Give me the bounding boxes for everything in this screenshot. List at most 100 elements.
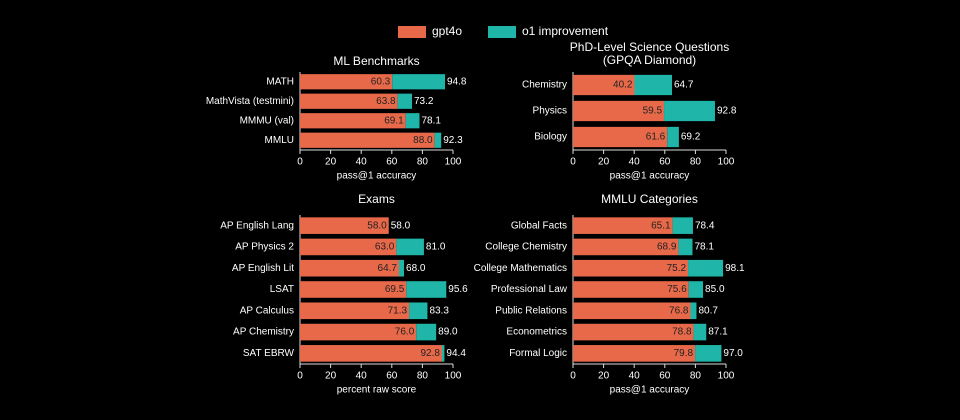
bar-segment bbox=[634, 74, 672, 96]
y-tick-label: AP Chemistry bbox=[233, 327, 294, 338]
bar-segment bbox=[406, 281, 447, 298]
value-label: 75.2 bbox=[667, 263, 687, 274]
value-label: 65.1 bbox=[651, 220, 671, 231]
bar-segment bbox=[300, 93, 398, 109]
x-tick-label: 0 bbox=[297, 371, 303, 382]
bar-segment bbox=[573, 100, 665, 122]
total-label: 94.8 bbox=[447, 76, 467, 87]
x-tick-label: 100 bbox=[718, 371, 735, 382]
y-tick-label: AP English Lit bbox=[232, 263, 294, 274]
x-tick-label: 20 bbox=[598, 371, 610, 382]
value-label: 75.6 bbox=[667, 284, 687, 295]
value-label: 79.8 bbox=[674, 348, 694, 359]
bar-segment bbox=[573, 323, 694, 341]
x-tick-label: 40 bbox=[356, 157, 368, 168]
x-axis-label: pass@1 accuracy bbox=[610, 385, 690, 396]
bar-segment bbox=[573, 238, 679, 256]
bar-segment bbox=[397, 93, 412, 109]
subplot-title: PhD-Level Science Questions bbox=[570, 40, 729, 54]
x-tick-label: 80 bbox=[690, 371, 702, 382]
value-label: 92.8 bbox=[421, 348, 441, 359]
legend-label: gpt4o bbox=[432, 24, 462, 38]
value-label: 69.1 bbox=[384, 115, 404, 126]
value-label: 63.0 bbox=[375, 242, 395, 253]
x-tick-label: 60 bbox=[659, 371, 671, 382]
value-label: 59.5 bbox=[643, 106, 663, 117]
x-tick-label: 100 bbox=[718, 157, 735, 168]
subplot-subtitle: (GPQA Diamond) bbox=[603, 53, 696, 67]
bar-segment bbox=[672, 217, 693, 234]
x-tick-label: 100 bbox=[445, 371, 462, 382]
x-tick-label: 60 bbox=[386, 157, 398, 168]
bar-segment bbox=[300, 132, 435, 148]
value-label: 40.2 bbox=[613, 80, 633, 91]
x-tick-label: 20 bbox=[325, 371, 337, 382]
total-label: 81.0 bbox=[426, 242, 446, 253]
x-tick-label: 80 bbox=[417, 157, 429, 168]
bar-segment bbox=[573, 259, 689, 277]
x-tick-label: 100 bbox=[445, 157, 462, 168]
bar-segment bbox=[695, 345, 722, 362]
y-tick-label: AP Physics 2 bbox=[235, 242, 294, 253]
total-label: 78.1 bbox=[694, 242, 714, 253]
x-tick-label: 60 bbox=[386, 371, 398, 382]
bar-segment bbox=[667, 126, 679, 148]
bar-segment bbox=[573, 126, 668, 148]
x-tick-label: 0 bbox=[297, 157, 303, 168]
bar-segment bbox=[434, 132, 442, 148]
bar-segment bbox=[300, 302, 410, 320]
bar-segment bbox=[409, 302, 428, 320]
y-tick-label: MATH bbox=[266, 76, 294, 87]
total-label: 78.4 bbox=[695, 220, 715, 231]
y-tick-label: Physics bbox=[533, 106, 567, 117]
bar-segment bbox=[678, 238, 693, 256]
value-label: 61.6 bbox=[646, 132, 666, 143]
x-axis-label: pass@1 accuracy bbox=[337, 171, 417, 182]
y-tick-label: Econometrics bbox=[506, 327, 567, 338]
y-tick-label: AP Calculus bbox=[240, 305, 294, 316]
x-tick-label: 20 bbox=[325, 157, 337, 168]
bar-segment bbox=[300, 238, 397, 256]
value-label: 68.9 bbox=[657, 242, 677, 253]
total-label: 94.4 bbox=[446, 348, 466, 359]
y-tick-label: College Mathematics bbox=[474, 263, 567, 274]
y-tick-label: MMMU (val) bbox=[240, 115, 294, 126]
y-tick-label: College Chemistry bbox=[485, 242, 567, 253]
bar-segment bbox=[664, 100, 715, 122]
bar-segment bbox=[392, 74, 446, 90]
value-label: 63.8 bbox=[376, 96, 396, 107]
y-tick-label: Global Facts bbox=[511, 220, 567, 231]
bar-segment bbox=[573, 281, 689, 298]
total-label: 95.6 bbox=[448, 284, 468, 295]
bar-segment bbox=[441, 345, 445, 362]
bar-segment bbox=[405, 113, 420, 129]
bar-segment bbox=[300, 217, 389, 234]
value-label: 60.3 bbox=[371, 76, 391, 87]
total-label: 58.0 bbox=[391, 220, 411, 231]
x-tick-label: 80 bbox=[690, 157, 702, 168]
x-axis-label: pass@1 accuracy bbox=[610, 171, 690, 182]
bar-segment bbox=[573, 217, 673, 234]
x-tick-label: 20 bbox=[598, 157, 610, 168]
total-label: 85.0 bbox=[705, 284, 725, 295]
y-tick-label: MathVista (testmini) bbox=[206, 96, 294, 107]
bar-segment bbox=[688, 259, 724, 277]
y-tick-label: Public Relations bbox=[495, 305, 567, 316]
value-label: 78.8 bbox=[672, 327, 692, 338]
bar-segment bbox=[300, 281, 407, 298]
bar-segment bbox=[573, 302, 691, 320]
total-label: 68.0 bbox=[406, 263, 426, 274]
bar-segment bbox=[693, 323, 707, 341]
bar-segment bbox=[300, 259, 399, 277]
y-tick-label: Professional Law bbox=[491, 284, 568, 295]
value-label: 64.7 bbox=[378, 263, 398, 274]
y-tick-label: Formal Logic bbox=[509, 348, 567, 359]
total-label: 98.1 bbox=[725, 263, 745, 274]
total-label: 69.2 bbox=[681, 132, 701, 143]
subplot-title: MMLU Categories bbox=[601, 192, 698, 206]
bar-segment bbox=[688, 281, 704, 298]
legend-swatch bbox=[488, 26, 516, 38]
subplot-title: Exams bbox=[358, 192, 395, 206]
bar-segment bbox=[300, 345, 442, 362]
